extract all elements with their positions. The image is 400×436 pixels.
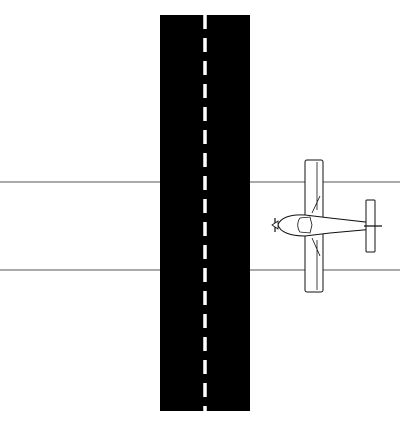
aircraft-strut-upper — [311, 195, 321, 214]
aircraft-spinner — [271, 220, 279, 230]
aircraft-fuselage — [277, 214, 375, 237]
aircraft-cockpit — [297, 216, 313, 234]
aircraft-strut-lower — [311, 237, 321, 257]
runway — [160, 15, 250, 411]
aircraft-top-view — [271, 159, 382, 293]
